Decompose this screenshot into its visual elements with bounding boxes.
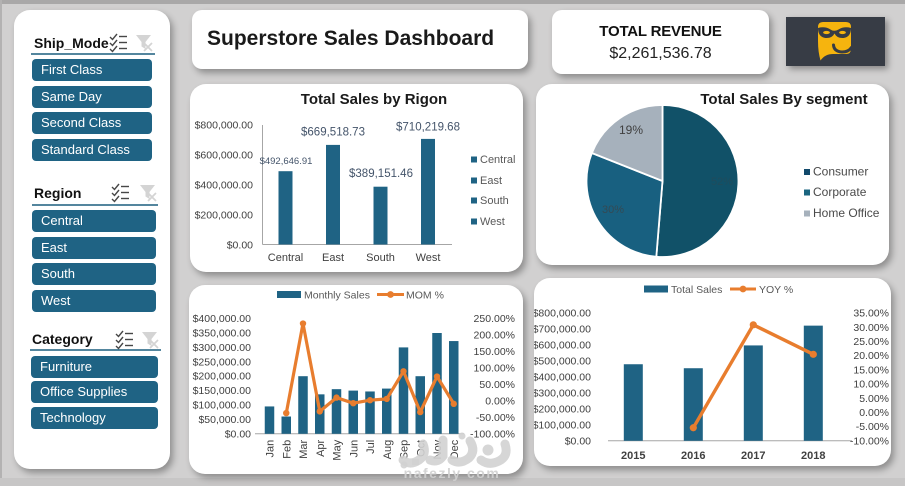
svg-text:$492,646.91: $492,646.91 [260, 156, 313, 167]
svg-text:$0.00: $0.00 [227, 240, 253, 252]
svg-text:Central: Central [268, 252, 303, 264]
svg-text:25.00%: 25.00% [853, 336, 889, 348]
svg-text:May: May [332, 439, 344, 460]
svg-text:Dec: Dec [449, 439, 461, 459]
svg-text:-5.00%: -5.00% [856, 421, 889, 433]
svg-text:$500,000.00: $500,000.00 [534, 356, 591, 368]
svg-text:-50.00%: -50.00% [476, 412, 515, 424]
svg-text:0.00%: 0.00% [859, 407, 889, 419]
svg-text:2016: 2016 [681, 450, 705, 462]
svg-text:30.00%: 30.00% [853, 322, 889, 334]
svg-text:15.00%: 15.00% [853, 364, 889, 376]
svg-text:50.00%: 50.00% [479, 379, 515, 391]
svg-text:-10.00%: -10.00% [850, 435, 889, 447]
svg-text:-100.00%: -100.00% [470, 428, 515, 440]
svg-text:30%: 30% [602, 204, 624, 216]
svg-text:2015: 2015 [621, 450, 645, 462]
svg-text:$600,000.00: $600,000.00 [195, 150, 254, 162]
svg-text:Nov: Nov [432, 439, 444, 459]
svg-text:$600,000.00: $600,000.00 [534, 340, 591, 352]
svg-text:Feb: Feb [281, 440, 293, 459]
svg-text:$700,000.00: $700,000.00 [534, 324, 591, 336]
svg-text:Apr: Apr [315, 439, 327, 456]
svg-text:$400,000.00: $400,000.00 [193, 313, 252, 325]
svg-text:Total Sales by Rigon: Total Sales by Rigon [301, 91, 447, 108]
svg-text:200.00%: 200.00% [474, 330, 515, 342]
svg-text:Home Office: Home Office [813, 206, 880, 220]
svg-text:MOM %: MOM % [406, 290, 444, 302]
svg-text:Region: Region [34, 185, 81, 201]
svg-text:South: South [480, 195, 509, 207]
svg-text:$300,000.00: $300,000.00 [534, 387, 591, 399]
svg-text:Corporate: Corporate [813, 185, 867, 199]
svg-text:2018: 2018 [801, 450, 825, 462]
svg-text:Oct: Oct [415, 440, 427, 457]
svg-text:$100,000.00: $100,000.00 [193, 400, 252, 412]
svg-text:Ship_Mode: Ship_Mode [34, 35, 109, 51]
svg-text:$400,000.00: $400,000.00 [534, 372, 591, 384]
svg-text:$400,000.00: $400,000.00 [195, 180, 254, 192]
svg-text:$800,000.00: $800,000.00 [534, 308, 591, 320]
svg-text:5.00%: 5.00% [859, 393, 889, 405]
svg-text:100.00%: 100.00% [474, 362, 515, 374]
svg-text:250.00%: 250.00% [474, 313, 515, 325]
svg-text:South: South [366, 252, 395, 264]
svg-text:19%: 19% [619, 123, 643, 137]
svg-text:Total Sales: Total Sales [671, 284, 722, 296]
svg-text:Monthly Sales: Monthly Sales [304, 290, 370, 302]
svg-text:YOY %: YOY % [759, 284, 793, 296]
svg-text:Jan: Jan [265, 440, 277, 458]
svg-text:$100,000.00: $100,000.00 [534, 419, 591, 431]
svg-text:Sep: Sep [399, 440, 411, 460]
svg-text:$200,000.00: $200,000.00 [193, 371, 252, 383]
svg-text:$150,000.00: $150,000.00 [193, 385, 252, 397]
svg-text:$800,000.00: $800,000.00 [195, 120, 254, 132]
svg-text:West: West [480, 216, 505, 228]
svg-text:Central: Central [480, 154, 515, 166]
svg-text:20.00%: 20.00% [853, 350, 889, 362]
svg-text:$300,000.00: $300,000.00 [193, 342, 252, 354]
svg-text:$710,219.68: $710,219.68 [396, 122, 460, 134]
svg-text:Aug: Aug [382, 440, 394, 460]
svg-text:Consumer: Consumer [813, 165, 868, 179]
svg-text:$250,000.00: $250,000.00 [193, 356, 252, 368]
svg-text:East: East [322, 252, 344, 264]
svg-text:52%: 52% [711, 176, 733, 188]
svg-text:10.00%: 10.00% [853, 379, 889, 391]
svg-text:Jul: Jul [365, 440, 377, 454]
svg-text:$200,000.00: $200,000.00 [534, 403, 591, 415]
svg-text:2017: 2017 [741, 450, 765, 462]
svg-text:$0.00: $0.00 [225, 428, 251, 440]
svg-text:East: East [480, 175, 502, 187]
svg-text:Total Sales By segment: Total Sales By segment [700, 91, 867, 108]
svg-text:$350,000.00: $350,000.00 [193, 328, 252, 340]
svg-text:Jun: Jun [348, 440, 360, 458]
svg-text:Category: Category [32, 331, 93, 347]
svg-text:0.00%: 0.00% [485, 395, 515, 407]
svg-text:$50,000.00: $50,000.00 [198, 414, 251, 426]
svg-text:$200,000.00: $200,000.00 [195, 210, 254, 222]
svg-text:Mar: Mar [298, 439, 310, 458]
svg-text:35.00%: 35.00% [853, 308, 889, 320]
svg-text:$0.00: $0.00 [565, 435, 591, 447]
svg-text:West: West [416, 252, 441, 264]
svg-text:150.00%: 150.00% [474, 346, 515, 358]
svg-text:$389,151.46: $389,151.46 [349, 168, 413, 180]
svg-text:$669,518.73: $669,518.73 [301, 127, 365, 139]
